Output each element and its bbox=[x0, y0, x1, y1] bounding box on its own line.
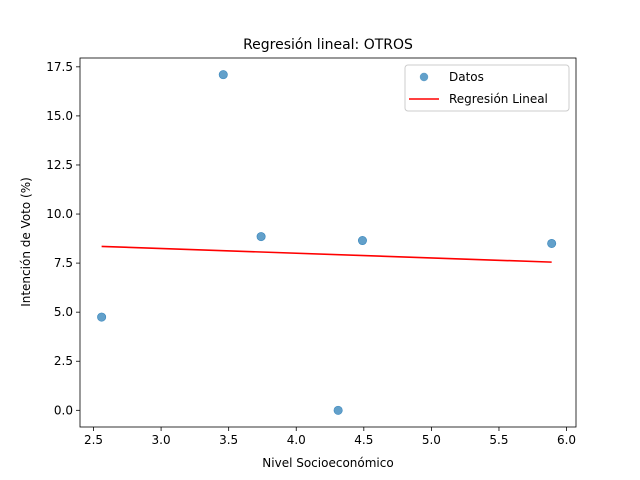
x-tick-label: 6.0 bbox=[557, 433, 576, 447]
y-tick-label: 12.5 bbox=[46, 158, 73, 172]
y-tick-label: 10.0 bbox=[46, 207, 73, 221]
y-tick-label: 7.5 bbox=[54, 256, 73, 270]
data-point bbox=[256, 232, 266, 242]
x-tick-label: 4.5 bbox=[354, 433, 373, 447]
y-tick-label: 0.0 bbox=[54, 403, 73, 417]
plot-area: 2.5 3.0 3.5 4.0 4.5 5.0 5.5 6.0 0.0 2.5 5.0 7.5 10.0… bbox=[46, 57, 577, 447]
y-tick-label: 15.0 bbox=[46, 109, 73, 123]
y-tick-label: 17.5 bbox=[46, 60, 73, 74]
data-point bbox=[97, 312, 107, 322]
x-tick-label: 2.5 bbox=[84, 433, 103, 447]
chart-title: Regresión lineal: OTROS bbox=[243, 37, 413, 53]
data-point bbox=[357, 236, 367, 246]
legend-label: Datos bbox=[449, 70, 484, 84]
x-tick-label: 4.0 bbox=[287, 433, 306, 447]
x-tick-label: 5.0 bbox=[422, 433, 441, 447]
y-tick-label: 5.0 bbox=[54, 305, 73, 319]
data-point bbox=[218, 70, 228, 80]
x-tick-label: 3.5 bbox=[219, 433, 238, 447]
x-tick-label: 5.5 bbox=[489, 433, 508, 447]
legend-box bbox=[404, 64, 570, 112]
legend-label: Regresión Lineal bbox=[449, 92, 548, 106]
x-tick-label: 3.0 bbox=[152, 433, 171, 447]
x-axis-title: Nivel Socioeconómico bbox=[262, 456, 393, 470]
regression-line bbox=[101, 245, 552, 263]
y-axis-title: Intención de Voto (%) bbox=[19, 177, 33, 307]
legend: Datos Regresión Lineal bbox=[404, 64, 570, 112]
y-tick-label: 2.5 bbox=[54, 354, 73, 368]
data-point bbox=[333, 405, 343, 415]
legend-point-marker bbox=[419, 72, 429, 82]
axes-frame bbox=[79, 57, 577, 428]
data-point bbox=[547, 238, 557, 248]
